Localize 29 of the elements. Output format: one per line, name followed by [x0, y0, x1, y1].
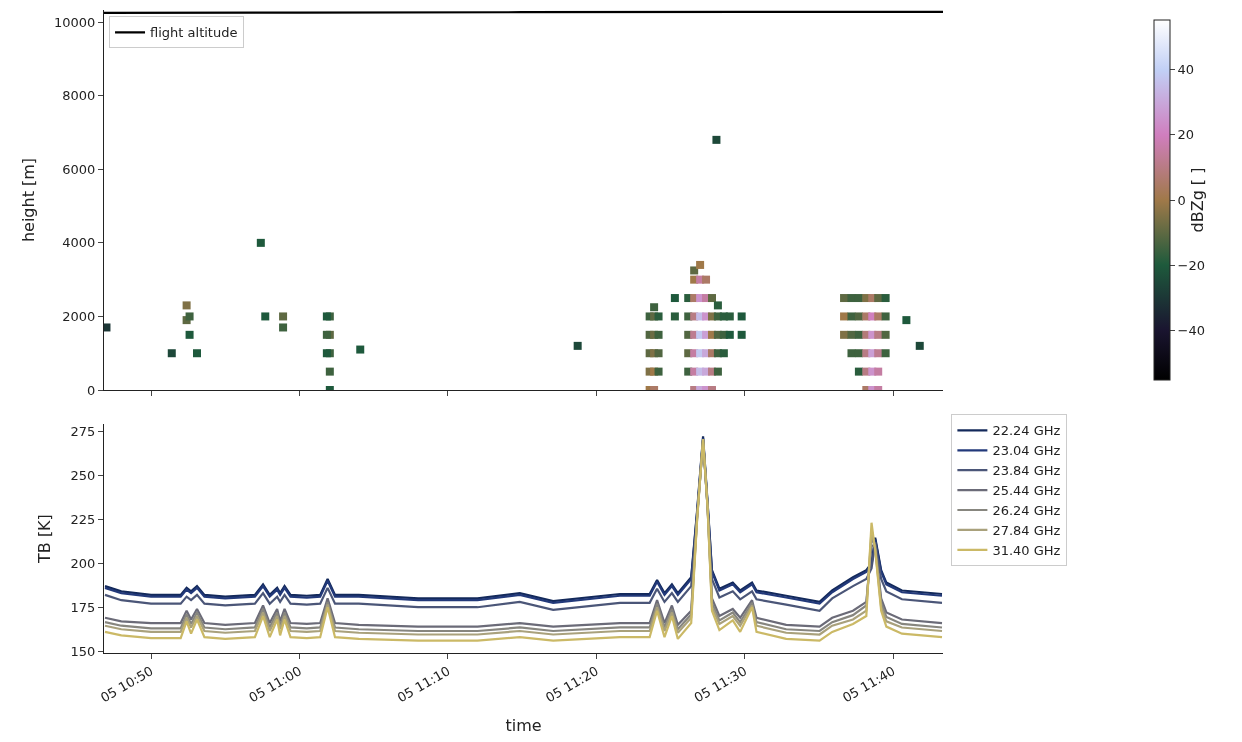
legend-label: 23.04 GHz [992, 443, 1061, 459]
color-bar-label: 20 [1177, 127, 1195, 143]
y-tick-label: 10000 [54, 14, 96, 30]
legend-label: 23.84 GHz [992, 463, 1061, 479]
y-tick-label: 4000 [62, 235, 96, 251]
y-tick-label: 225 [70, 511, 96, 527]
legend-label: 31.40 GHz [992, 542, 1061, 558]
color-bar-title: dBZg [ ] [1187, 167, 1207, 233]
y-tick-label: 150 [70, 643, 96, 659]
color-bar-label: −40 [1177, 323, 1206, 339]
y-axis-title: TB [K] [35, 514, 55, 564]
y-tick-label: 200 [70, 555, 96, 571]
y-axis-title: height [m] [18, 157, 38, 243]
y-tick-label: 250 [70, 467, 96, 483]
color-bar-label: 40 [1177, 61, 1195, 77]
y-tick-label: 8000 [62, 88, 96, 104]
y-tick-label: 6000 [62, 161, 96, 177]
y-tick-label: 175 [70, 599, 96, 615]
y-tick-label: 2000 [62, 308, 96, 324]
y-tick-label: 275 [70, 423, 96, 439]
legend-label: 25.44 GHz [992, 483, 1061, 499]
y-tick-label: 0 [87, 382, 96, 398]
legend-label: flight altitude [150, 25, 238, 41]
legend-label: 26.24 GHz [992, 503, 1061, 519]
legend-label: 22.24 GHz [992, 423, 1061, 439]
x-axis-title: time [505, 716, 542, 736]
color-bar-label: 0 [1177, 192, 1186, 208]
legend-label: 27.84 GHz [992, 522, 1061, 538]
color-bar-label: −20 [1177, 258, 1206, 274]
